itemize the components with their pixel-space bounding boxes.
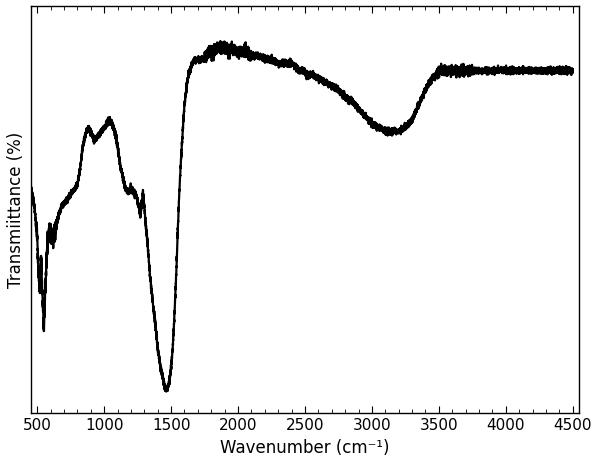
X-axis label: Wavenumber (cm⁻¹): Wavenumber (cm⁻¹) xyxy=(220,438,390,456)
Y-axis label: Transmiittance (%): Transmiittance (%) xyxy=(7,132,25,288)
